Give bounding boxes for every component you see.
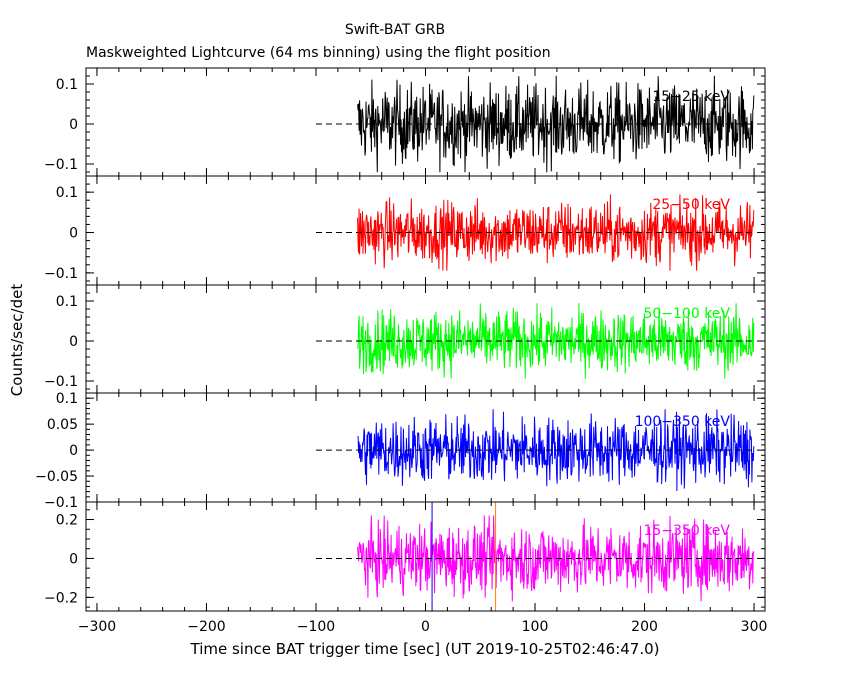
y-tick-label: −0.2	[44, 590, 78, 606]
y-tick-label: 0	[69, 443, 78, 459]
x-tick-label: 300	[741, 619, 768, 635]
x-tick-label: 0	[421, 619, 430, 635]
lightcurve-series	[357, 194, 755, 271]
band-label: 100−350 keV	[635, 414, 731, 430]
x-axis-label: Time since BAT trigger time [sec] (UT 20…	[190, 640, 660, 658]
x-tick-label: −100	[297, 619, 335, 635]
chart-subtitle: Maskweighted Lightcurve (64 ms binning) …	[86, 45, 551, 61]
panel-2: 0.1 0 −0.1 25−50 keV	[44, 175, 766, 286]
y-tick-label: 0.1	[56, 294, 78, 310]
panel-1: 0.1 0 −0.1 15−25 keV	[44, 67, 766, 177]
y-tick-label: 0	[69, 117, 78, 133]
x-tick-label: 100	[522, 619, 549, 635]
y-tick-label: 0	[69, 226, 78, 242]
y-tick-label: −0.1	[44, 266, 78, 282]
y-tick-label: 0.1	[56, 185, 78, 201]
x-tick-label: −300	[78, 619, 116, 635]
x-axis: −300 −200 −100 0 100 200 300	[78, 619, 768, 635]
y-axis-label: Counts/sec/det	[8, 284, 26, 397]
y-tick-label: −0.1	[44, 495, 78, 511]
chart-title: Swift-BAT GRB	[344, 22, 446, 38]
y-tick-label: −0.1	[44, 374, 78, 390]
panels-group: 0.1 0 −0.1 15−25 keV 0.1 0 −0.1 25−50 keV 0.1 0 −0…	[35, 67, 766, 612]
y-tick-label: 0.2	[56, 513, 78, 529]
lightcurve-series	[357, 75, 755, 173]
y-tick-label: 0.1	[56, 77, 78, 93]
x-tick-label: −200	[187, 619, 225, 635]
band-label: 15−350 keV	[643, 523, 730, 539]
y-tick-label: 0.1	[56, 391, 78, 407]
panel-5: 0.2 0 −0.2 15−350 keV	[44, 501, 766, 612]
y-tick-label: 0	[69, 334, 78, 350]
lightcurve-series	[357, 303, 755, 379]
y-tick-label: −0.05	[35, 469, 78, 485]
band-label: 50−100 keV	[643, 306, 730, 322]
x-tick-label: 200	[631, 619, 658, 635]
panel-4: 0.1 0.05 0 −0.05 −0.1 100−350 keV	[35, 391, 766, 511]
panel-frame	[85, 392, 766, 503]
panel-3: 0.1 0 −0.1 50−100 keV	[44, 284, 766, 394]
y-tick-label: 0	[69, 551, 78, 567]
lightcurve-series	[357, 409, 755, 492]
band-label: 25−50 keV	[652, 197, 730, 213]
y-tick-label: 0.05	[47, 417, 78, 433]
band-label: 15−25 keV	[652, 89, 730, 105]
y-tick-label: −0.1	[44, 157, 78, 173]
lightcurve-series	[357, 515, 755, 602]
